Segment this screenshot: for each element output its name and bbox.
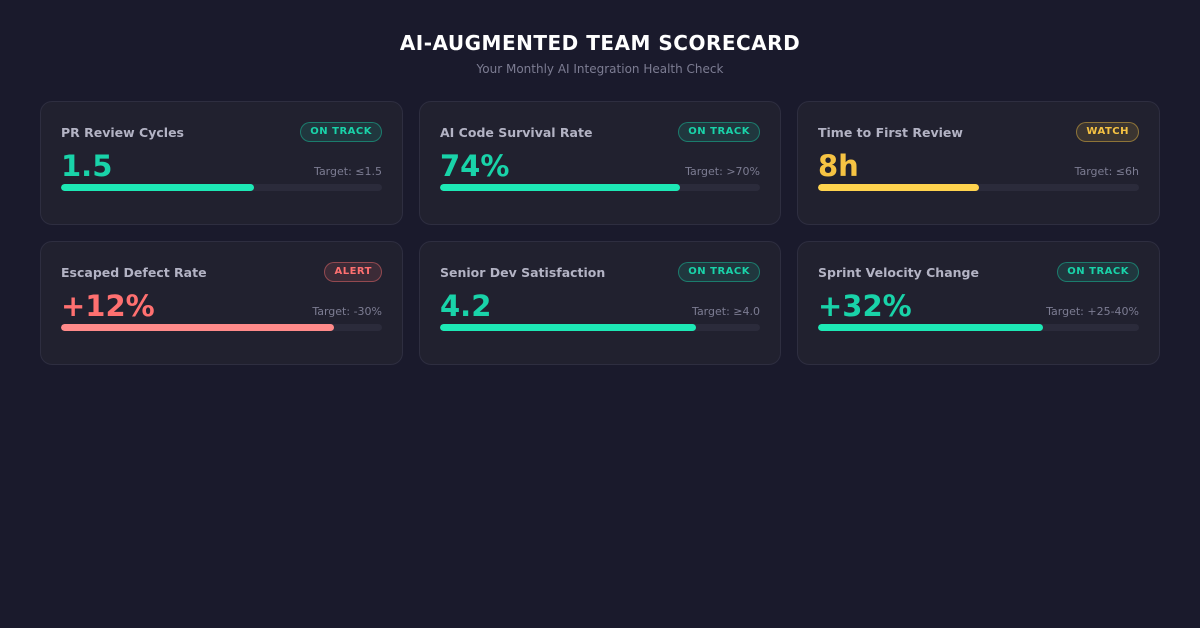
status-badge: ON TRACK [678,262,760,282]
status-badge: ON TRACK [1057,262,1139,282]
status-badge: ALERT [324,262,382,282]
metric-target: Target: +25-40% [1046,305,1139,318]
metric-card-time-to-first-review: Time to First Review WATCH 8h Target: ≤6… [797,101,1160,225]
metric-name: Escaped Defect Rate [61,264,207,280]
metric-value: +32% [818,289,912,323]
metric-name: Time to First Review [818,124,963,140]
metrics-grid: PR Review Cycles ON TRACK 1.5 Target: ≤1… [40,101,1160,365]
progress-bar [440,324,760,331]
progress-bar [61,184,382,191]
metric-value: 4.2 [440,289,492,323]
metric-target: Target: ≥4.0 [692,305,760,318]
progress-bar-fill [818,324,1043,331]
progress-bar [440,184,760,191]
header: AI-AUGMENTED TEAM SCORECARD Your Monthly… [0,0,1200,77]
metric-name: Senior Dev Satisfaction [440,264,606,280]
progress-bar-fill [61,324,334,331]
metric-card-sprint-velocity-change: Sprint Velocity Change ON TRACK +32% Tar… [797,241,1160,365]
metric-name: Sprint Velocity Change [818,264,979,280]
status-badge: ON TRACK [300,122,382,142]
metric-target: Target: >70% [685,165,760,178]
page-subtitle: Your Monthly AI Integration Health Check [476,62,724,76]
progress-bar [818,324,1139,331]
status-badge: ON TRACK [678,122,760,142]
status-badge: WATCH [1076,122,1139,142]
metric-value: 74% [440,149,510,183]
metric-value: +12% [61,289,155,323]
metric-value: 8h [818,149,859,183]
metric-value: 1.5 [61,149,113,183]
metric-target: Target: -30% [312,305,382,318]
metric-card-ai-code-survival-rate: AI Code Survival Rate ON TRACK 74% Targe… [419,101,781,225]
progress-bar-fill [61,184,254,191]
metric-name: AI Code Survival Rate [440,124,593,140]
page-title: AI-AUGMENTED TEAM SCORECARD [399,31,801,55]
progress-bar-fill [440,184,680,191]
metric-name: PR Review Cycles [61,124,184,140]
progress-bar [61,324,382,331]
metric-target: Target: ≤1.5 [314,165,382,178]
metric-card-escaped-defect-rate: Escaped Defect Rate ALERT +12% Target: -… [40,241,403,365]
metric-card-pr-review-cycles: PR Review Cycles ON TRACK 1.5 Target: ≤1… [40,101,403,225]
metric-target: Target: ≤6h [1074,165,1139,178]
progress-bar [818,184,1139,191]
progress-bar-fill [440,324,696,331]
progress-bar-fill [818,184,979,191]
metric-card-senior-dev-satisfaction: Senior Dev Satisfaction ON TRACK 4.2 Tar… [419,241,781,365]
